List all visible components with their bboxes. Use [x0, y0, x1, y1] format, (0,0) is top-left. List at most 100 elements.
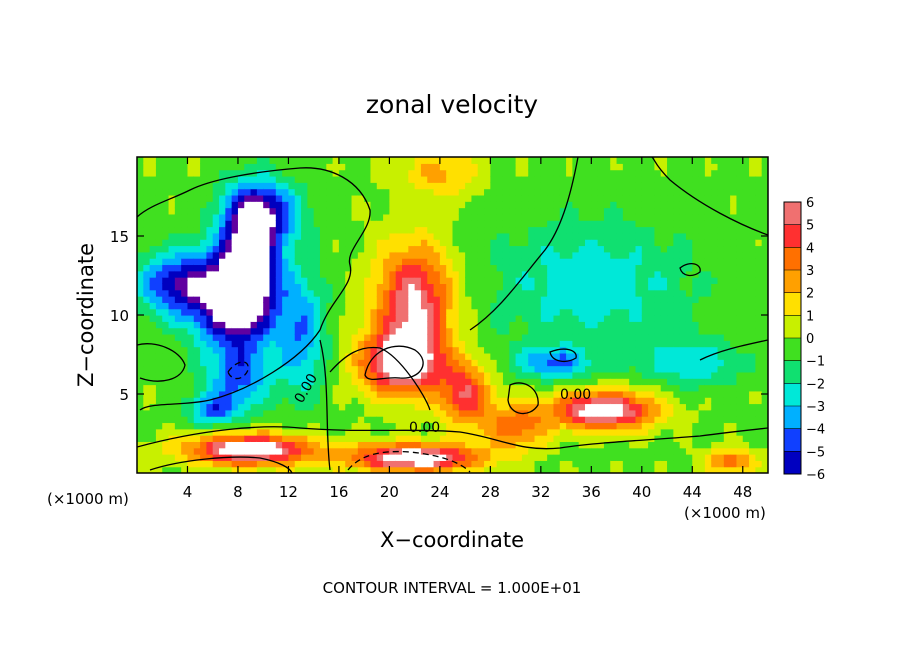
heatmap-cell — [648, 428, 656, 436]
heatmap-cell — [641, 220, 649, 228]
heatmap-cell — [711, 333, 719, 341]
heatmap-cell — [711, 378, 719, 386]
heatmap-cell — [749, 371, 756, 379]
heatmap-cell — [269, 441, 277, 449]
heatmap-cell — [458, 327, 466, 335]
heatmap-cell — [711, 346, 719, 354]
heatmap-cell — [275, 422, 283, 430]
heatmap-cell — [585, 384, 592, 392]
heatmap-cell — [553, 340, 561, 348]
heatmap-cell — [648, 359, 656, 367]
heatmap-cell — [635, 403, 643, 411]
heatmap-cell — [427, 365, 435, 373]
heatmap-cell — [534, 239, 542, 247]
heatmap-cell — [692, 441, 700, 449]
heatmap-cell — [660, 194, 668, 202]
heatmap-cell — [692, 333, 700, 341]
heatmap-cell — [446, 270, 454, 278]
heatmap-cell — [370, 447, 378, 455]
heatmap-cell — [408, 308, 416, 316]
heatmap-cell — [471, 296, 479, 303]
heatmap-cell — [395, 409, 403, 417]
heatmap-cell — [528, 289, 536, 297]
heatmap-cell — [484, 220, 491, 228]
heatmap-cell — [572, 435, 580, 442]
heatmap-cell — [408, 239, 416, 247]
heatmap-cell — [168, 213, 176, 221]
heatmap-cell — [301, 428, 308, 436]
heatmap-cell — [515, 194, 523, 202]
heatmap-cell — [338, 239, 346, 247]
heatmap-cell — [704, 232, 712, 240]
heatmap-cell — [181, 169, 189, 177]
heatmap-cell — [193, 346, 201, 354]
heatmap-cell — [237, 422, 245, 430]
heatmap-cell — [395, 321, 403, 329]
heatmap-cell — [578, 302, 586, 310]
heatmap-cell — [389, 157, 397, 164]
heatmap-cell — [755, 466, 763, 473]
heatmap-cell — [414, 175, 422, 183]
heatmap-cell — [294, 390, 302, 398]
heatmap-cell — [370, 239, 378, 247]
heatmap-cell — [692, 182, 700, 190]
heatmap-cell — [414, 232, 422, 240]
heatmap-cell — [181, 371, 189, 379]
heatmap-cell — [528, 422, 536, 430]
heatmap-cell — [345, 346, 353, 354]
heatmap-cell — [395, 239, 403, 247]
heatmap-cell — [212, 346, 220, 354]
heatmap-cell — [660, 365, 668, 373]
heatmap-cell — [351, 321, 359, 329]
heatmap-cell — [648, 277, 656, 284]
heatmap-cell — [402, 340, 409, 348]
heatmap-cell — [679, 302, 687, 310]
heatmap-cell — [332, 346, 340, 354]
heatmap-cell — [206, 416, 214, 424]
heatmap-cell — [408, 289, 416, 297]
heatmap-cell — [433, 315, 441, 322]
heatmap-cell — [616, 352, 624, 360]
heatmap-cell — [742, 264, 750, 272]
heatmap-cell — [477, 220, 485, 228]
heatmap-cell — [471, 378, 479, 386]
heatmap-cell — [275, 308, 283, 316]
heatmap-cell — [155, 270, 163, 278]
heatmap-cell — [667, 220, 674, 228]
heatmap-cell — [219, 327, 226, 335]
heatmap-cell — [370, 277, 378, 284]
heatmap-cell — [559, 435, 567, 442]
heatmap-cell — [275, 207, 283, 215]
heatmap-cell — [540, 283, 548, 291]
heatmap-cell — [465, 207, 473, 215]
heatmap-cell — [345, 371, 353, 379]
heatmap-cell — [244, 390, 252, 398]
heatmap-cell — [326, 333, 334, 341]
heatmap-cell — [521, 239, 529, 247]
heatmap-cell — [597, 194, 605, 202]
heatmap-cell — [547, 245, 555, 253]
heatmap-cell — [168, 359, 176, 367]
heatmap-cell — [200, 264, 208, 272]
heatmap-cell — [749, 416, 756, 424]
heatmap-cell — [420, 327, 428, 335]
heatmap-cell — [168, 220, 176, 228]
heatmap-cell — [143, 194, 151, 202]
heatmap-cell — [540, 175, 548, 183]
heatmap-cell — [162, 397, 170, 405]
heatmap-cell — [427, 175, 435, 183]
heatmap-cell — [162, 416, 170, 424]
heatmap-cell — [566, 163, 573, 171]
heatmap-cell — [269, 359, 277, 367]
heatmap-cell — [749, 201, 756, 209]
heatmap-cell — [288, 264, 296, 272]
heatmap-cell — [313, 397, 321, 405]
heatmap-cell — [237, 264, 245, 272]
heatmap-cell — [282, 213, 290, 221]
heatmap-cell — [301, 416, 308, 424]
heatmap-cell — [629, 346, 637, 354]
heatmap-cell — [597, 422, 605, 430]
heatmap-cell — [660, 232, 668, 240]
heatmap-cell — [345, 428, 353, 436]
heatmap-cell — [553, 302, 561, 310]
